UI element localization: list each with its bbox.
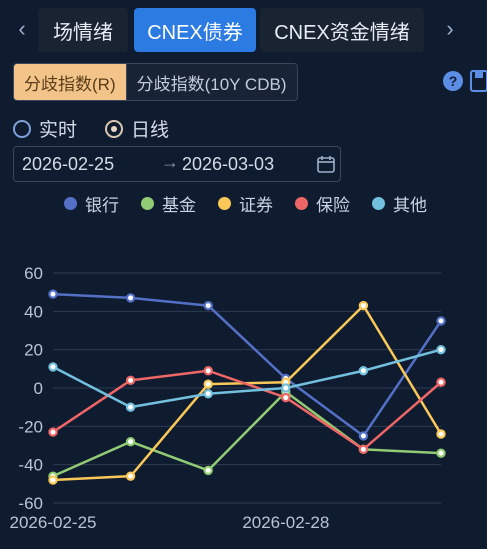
legend-dot xyxy=(64,197,77,210)
legend-label: 其他 xyxy=(393,196,427,215)
data-point xyxy=(203,300,213,311)
legend-label: 证券 xyxy=(239,196,273,215)
chevron-right-icon[interactable]: › xyxy=(446,16,454,41)
tab-cnex-bond[interactable]: CNEX债券 xyxy=(134,8,256,52)
y-tick-label: -60 xyxy=(18,494,43,513)
series-line xyxy=(52,390,442,478)
tab-cnex-funding-sentiment[interactable]: CNEX资金情绪 xyxy=(260,8,424,52)
date-range-picker[interactable]: 2026-02-25 → 2026-03-03 xyxy=(13,146,341,182)
series-line xyxy=(52,348,442,409)
segment-divergence-10y-cdb[interactable]: 分歧指数(10Y CDB) xyxy=(125,64,297,100)
legend-item[interactable]: 银行 xyxy=(64,191,119,216)
data-point xyxy=(48,362,58,372)
radio-daily-label: 日线 xyxy=(131,120,170,141)
y-tick-label: 40 xyxy=(24,302,43,321)
y-tick-label: -20 xyxy=(18,417,43,436)
data-point xyxy=(48,289,58,299)
date-start[interactable]: 2026-02-25 xyxy=(22,154,115,174)
data-point xyxy=(358,300,369,311)
calendar-icon[interactable] xyxy=(317,155,335,173)
data-point xyxy=(436,429,446,439)
data-point xyxy=(281,392,291,403)
data-point xyxy=(358,366,369,376)
legend-label: 保险 xyxy=(316,196,350,215)
data-point xyxy=(436,316,446,326)
data-point xyxy=(125,375,136,386)
data-point xyxy=(125,293,136,303)
legend-dot xyxy=(141,197,154,210)
legend-item[interactable]: 其他 xyxy=(372,191,427,216)
data-point xyxy=(125,471,136,481)
data-point xyxy=(125,402,136,412)
chevron-left-icon[interactable]: ‹ xyxy=(18,16,26,41)
data-point xyxy=(48,475,58,485)
legend-dot xyxy=(295,197,308,210)
legend-item[interactable]: 基金 xyxy=(141,191,196,216)
data-point xyxy=(203,389,213,399)
data-point xyxy=(203,465,213,476)
data-point xyxy=(436,448,446,458)
radio-daily[interactable] xyxy=(105,119,124,138)
legend-label: 银行 xyxy=(85,196,119,215)
chart-legend: 银行 基金 证券 保险 其他 xyxy=(64,191,449,216)
help-icon[interactable]: ? xyxy=(443,71,463,91)
legend-dot xyxy=(372,197,385,210)
data-point xyxy=(203,366,213,376)
tab-bar: ‹ 场情绪 CNEX债券 CNEX资金情绪 › xyxy=(0,6,487,52)
y-tick-label: 60 xyxy=(24,264,43,283)
index-segment-control: 分歧指数(R) 分歧指数(10Y CDB) xyxy=(13,63,298,101)
date-separator: → xyxy=(161,152,179,172)
radio-realtime-label: 实时 xyxy=(39,120,78,141)
data-point xyxy=(436,377,446,387)
legend-item[interactable]: 证券 xyxy=(218,191,273,216)
data-point xyxy=(358,431,369,441)
data-point xyxy=(281,383,291,393)
segment-divergence-r[interactable]: 分歧指数(R) xyxy=(14,64,126,100)
legend-label: 基金 xyxy=(162,196,196,215)
mode-radio-group: 实时 日线 xyxy=(13,115,169,142)
data-point xyxy=(125,436,136,447)
save-icon[interactable] xyxy=(470,70,487,92)
tab-market-sentiment[interactable]: 场情绪 xyxy=(38,8,128,52)
data-point xyxy=(436,344,446,355)
y-tick-label: 0 xyxy=(34,379,43,398)
series-line xyxy=(52,292,443,438)
y-tick-label: -40 xyxy=(18,456,43,475)
data-point xyxy=(358,444,369,455)
radio-realtime[interactable] xyxy=(13,119,31,138)
x-tick-label: 2026-02-25 xyxy=(10,513,97,532)
legend-item[interactable]: 保险 xyxy=(295,191,350,216)
y-tick-label: 20 xyxy=(24,341,43,360)
data-point xyxy=(48,427,58,437)
legend-dot xyxy=(218,197,231,210)
date-end[interactable]: 2026-03-03 xyxy=(182,154,275,174)
x-tick-label: 2026-02-28 xyxy=(242,513,329,532)
series-line xyxy=(52,369,442,451)
data-point xyxy=(203,379,213,389)
